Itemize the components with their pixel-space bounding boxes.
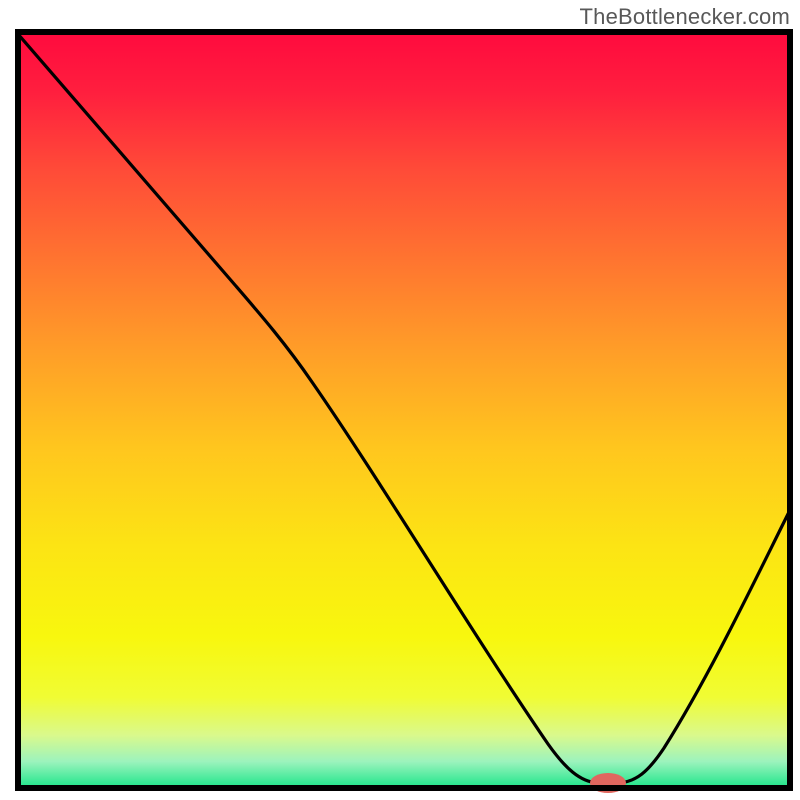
- plot-background: [18, 32, 790, 788]
- chart-container: TheBottlenecker.com: [0, 0, 800, 800]
- watermark-text: TheBottlenecker.com: [580, 4, 790, 30]
- bottleneck-chart: [0, 0, 800, 800]
